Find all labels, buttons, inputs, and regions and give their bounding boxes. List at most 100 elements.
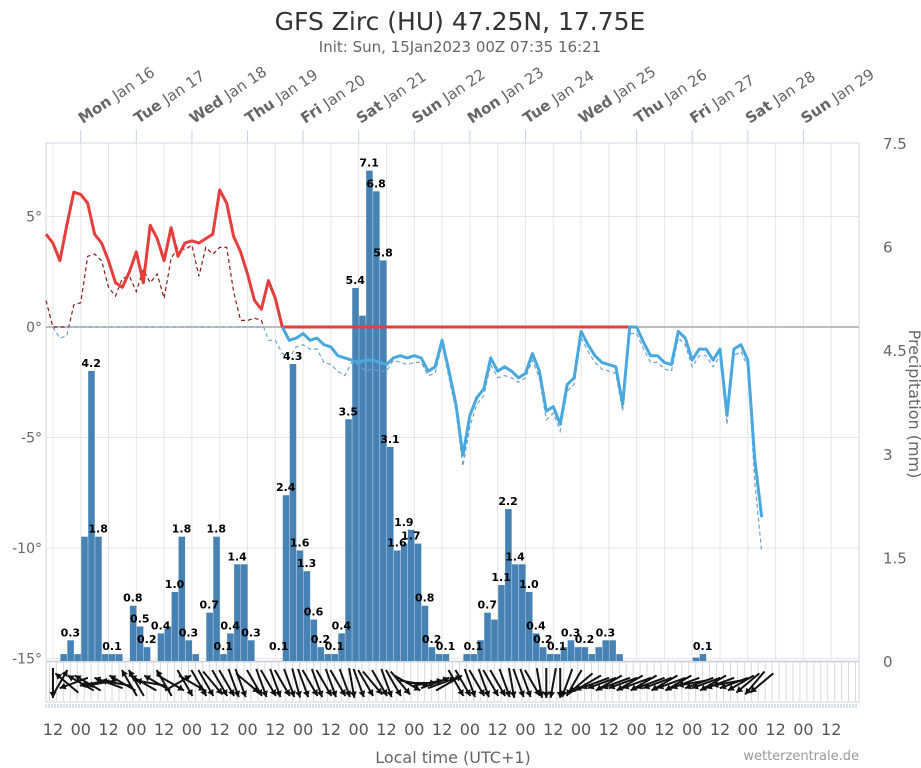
wind-arrow-head bbox=[622, 682, 630, 690]
wind-arrow-head bbox=[255, 689, 262, 696]
precip-value-label: 0.3 bbox=[61, 626, 81, 639]
precip-value-label: 2.2 bbox=[498, 495, 518, 508]
chart-subtitle: Init: Sun, 15Jan2023 00Z 07:35 16:21 bbox=[319, 38, 601, 56]
wind-arrow bbox=[301, 669, 319, 697]
precip-bar bbox=[310, 619, 318, 661]
temp-tick-label: 5° bbox=[26, 210, 42, 226]
wind-arrow-head bbox=[719, 682, 727, 690]
wind-arrow-head bbox=[657, 682, 665, 690]
precip-bar-labels: 0.34.21.80.10.80.50.20.41.01.80.30.71.80… bbox=[61, 157, 713, 653]
wind-arrow-head bbox=[228, 689, 235, 696]
wind-arrow-head bbox=[55, 673, 63, 680]
precip-bar bbox=[609, 640, 616, 661]
precip-value-label: 0.3 bbox=[596, 626, 616, 639]
precip-value-label: 1.9 bbox=[394, 516, 414, 529]
wind-arrow-head bbox=[394, 689, 401, 696]
wind-arrow bbox=[568, 672, 594, 694]
wind-arrow-head bbox=[79, 681, 87, 689]
wind-arrow-head bbox=[316, 690, 324, 698]
wind-arrow bbox=[482, 669, 500, 697]
wind-arrow-head bbox=[442, 676, 450, 684]
wind-arrow-head bbox=[413, 684, 421, 691]
precip-value-label: 0.2 bbox=[311, 633, 331, 646]
precip-bar bbox=[463, 654, 470, 661]
precip-value-label: 0.1 bbox=[102, 640, 122, 653]
precip-bar bbox=[289, 364, 297, 661]
temperature-line-cold bbox=[280, 325, 764, 518]
precip-value-label: 4.3 bbox=[283, 350, 303, 363]
wind-arrow bbox=[283, 668, 296, 698]
wind-arrow-head bbox=[295, 690, 302, 698]
wind-arrow-head bbox=[177, 684, 185, 691]
wind-arrow bbox=[519, 668, 532, 698]
hour-tick-label: 12 bbox=[432, 720, 452, 739]
wind-arrow bbox=[176, 669, 194, 697]
wind-arrow bbox=[664, 674, 692, 692]
hour-tick-label: 00 bbox=[571, 720, 591, 739]
hour-tick-label: 12 bbox=[654, 720, 674, 739]
wind-arrow-head bbox=[74, 675, 82, 682]
wind-arrow-head bbox=[608, 682, 616, 690]
hour-tick-label: 12 bbox=[599, 720, 619, 739]
wind-arrow bbox=[608, 676, 638, 690]
hour-tick-label: 12 bbox=[210, 720, 230, 739]
credit-text: wetterzentrale.de bbox=[743, 749, 859, 764]
precip-bar bbox=[692, 657, 700, 661]
precip-bar bbox=[373, 191, 380, 661]
hour-tick-label: 00 bbox=[460, 720, 480, 739]
wind-arrow-head bbox=[464, 689, 471, 696]
wind-arrow-head bbox=[616, 684, 624, 691]
wind-arrow-head bbox=[705, 682, 713, 690]
wind-arrow-head bbox=[478, 689, 485, 696]
precip-bar bbox=[400, 543, 408, 661]
hour-tick-label: 00 bbox=[404, 720, 424, 739]
wind-arrow bbox=[348, 668, 357, 698]
precip-value-label: 1.0 bbox=[519, 578, 539, 591]
precip-bar bbox=[616, 654, 623, 661]
wind-arrow-head bbox=[457, 689, 464, 696]
precip-bar bbox=[532, 633, 540, 661]
hour-tick-label: 00 bbox=[71, 720, 91, 739]
wind-arrow-head bbox=[750, 686, 758, 693]
precip-tick-label: 3 bbox=[883, 446, 893, 464]
precip-value-label: 1.7 bbox=[401, 530, 421, 543]
wind-arrow-head bbox=[548, 691, 556, 698]
precip-value-label: 0.2 bbox=[137, 633, 157, 646]
dewpoint-line-cold bbox=[52, 326, 763, 553]
wind-arrow-head bbox=[261, 690, 268, 698]
precip-value-label: 0.1 bbox=[693, 640, 713, 653]
wind-arrow bbox=[622, 676, 652, 690]
wind-arrow bbox=[744, 670, 766, 696]
precip-bar bbox=[303, 571, 311, 661]
precip-bar bbox=[345, 419, 352, 661]
wind-arrow bbox=[447, 669, 465, 697]
wind-arrow-head bbox=[700, 684, 708, 691]
wind-arrow-head bbox=[375, 687, 383, 695]
wind-arrow-head bbox=[727, 684, 735, 691]
precip-value-label: 1.8 bbox=[172, 523, 192, 536]
precip-value-label: 0.1 bbox=[436, 640, 456, 653]
wind-arrow bbox=[259, 669, 277, 697]
precip-bar bbox=[352, 288, 359, 661]
wind-arrow-head bbox=[215, 687, 223, 695]
wind-arrow-head bbox=[736, 686, 744, 693]
hour-tick-label: 00 bbox=[182, 720, 202, 739]
hour-tick-label: 00 bbox=[682, 720, 702, 739]
precip-bar bbox=[296, 550, 304, 661]
wind-arrow bbox=[477, 668, 491, 698]
wind-arrow bbox=[650, 674, 678, 692]
wind-arrow bbox=[74, 674, 102, 692]
wind-arrow-head bbox=[240, 690, 247, 698]
precip-bar bbox=[477, 640, 484, 661]
precip-bar bbox=[241, 564, 248, 661]
precip-bar bbox=[317, 647, 325, 661]
precip-tick-label: 7.5 bbox=[883, 135, 907, 153]
wind-arrow bbox=[636, 676, 665, 690]
hour-tick-label: 12 bbox=[821, 720, 841, 739]
precip-value-label: 0.3 bbox=[241, 626, 261, 639]
wind-arrow-head bbox=[587, 682, 595, 690]
temp-tick-label: -5° bbox=[21, 431, 42, 447]
precip-value-label: 0.3 bbox=[561, 626, 581, 639]
wind-arrow-head bbox=[367, 689, 374, 696]
